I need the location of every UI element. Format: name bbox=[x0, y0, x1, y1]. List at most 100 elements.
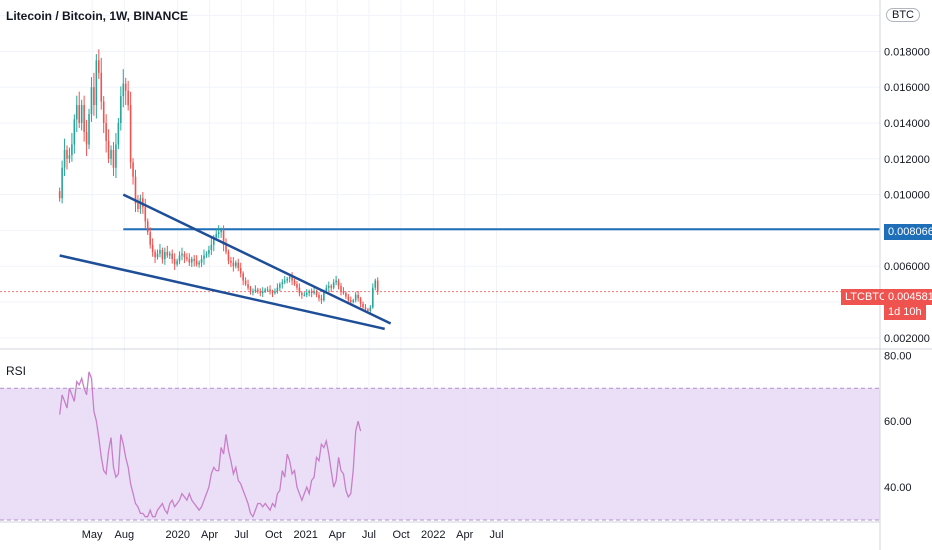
time-tick-label: Jul bbox=[362, 529, 376, 541]
rsi-indicator-label[interactable]: RSI bbox=[6, 364, 27, 378]
candle-body bbox=[352, 300, 355, 303]
candle-body bbox=[217, 232, 220, 234]
candle-body bbox=[120, 96, 122, 123]
candle-body bbox=[283, 280, 286, 283]
candle-body bbox=[178, 255, 181, 261]
price-pane[interactable] bbox=[0, 49, 880, 331]
candle-body bbox=[269, 289, 271, 292]
candle-body bbox=[249, 287, 252, 292]
candle-body bbox=[274, 291, 276, 294]
upper-trendline bbox=[122, 193, 392, 325]
symbol-label-tag: LTCBTC bbox=[841, 289, 891, 305]
candle-body bbox=[222, 230, 225, 245]
rsi-pane[interactable] bbox=[0, 371, 880, 521]
candle-body bbox=[330, 285, 333, 288]
candle-body bbox=[332, 282, 335, 288]
candle-body bbox=[313, 291, 315, 294]
candle-body bbox=[105, 123, 107, 141]
candle-body bbox=[93, 87, 95, 106]
candle-body bbox=[117, 123, 120, 145]
candle-body bbox=[137, 203, 139, 209]
candle-body bbox=[230, 260, 232, 263]
candle-body bbox=[235, 262, 237, 267]
candle-body bbox=[303, 294, 306, 296]
candle-body bbox=[124, 83, 127, 91]
candle-body bbox=[149, 232, 151, 245]
candle-body bbox=[259, 291, 262, 294]
candle-body bbox=[134, 176, 137, 204]
candle-body bbox=[308, 291, 311, 294]
candle-body bbox=[63, 149, 66, 168]
candle-body bbox=[58, 191, 61, 199]
candle-body bbox=[227, 251, 230, 261]
time-tick-label: Oct bbox=[265, 529, 282, 541]
candle-body bbox=[112, 149, 115, 168]
candle-body bbox=[83, 105, 85, 132]
candle-body bbox=[323, 291, 325, 301]
currency-badge[interactable]: BTC bbox=[886, 8, 920, 22]
candle-body bbox=[203, 255, 205, 260]
candle-body bbox=[349, 300, 352, 303]
rsi-tick-label: 80.00 bbox=[884, 350, 912, 362]
candle-body bbox=[88, 114, 90, 145]
candle-body bbox=[188, 259, 191, 263]
candle-body bbox=[279, 284, 281, 288]
candle-body bbox=[215, 234, 218, 238]
candle-body bbox=[354, 294, 357, 301]
candle-body bbox=[127, 90, 129, 106]
candle-body bbox=[122, 83, 125, 97]
candle-body bbox=[159, 250, 161, 254]
time-tick-label: Jul bbox=[490, 529, 504, 541]
candle-body bbox=[305, 293, 308, 295]
candle-body bbox=[115, 144, 117, 168]
candle-body bbox=[374, 280, 377, 288]
candle-body bbox=[151, 244, 154, 252]
candle-body bbox=[102, 101, 105, 123]
candle-body bbox=[298, 287, 301, 294]
candle-body bbox=[286, 278, 288, 281]
candle-body bbox=[190, 259, 193, 263]
rsi-band bbox=[0, 388, 880, 520]
candle-body bbox=[210, 244, 213, 251]
candle-body bbox=[281, 282, 284, 285]
time-tick-label: May bbox=[82, 529, 103, 541]
candle-body bbox=[161, 250, 164, 260]
candle-body bbox=[315, 291, 318, 295]
last-price-tag: 0.004581 bbox=[884, 289, 932, 305]
candle-body bbox=[318, 294, 320, 299]
candle-body bbox=[80, 105, 83, 123]
candle-body bbox=[266, 289, 269, 291]
candle-body bbox=[176, 260, 178, 265]
countdown-tag: 1d 10h bbox=[884, 304, 926, 320]
candle-body bbox=[146, 221, 149, 233]
time-tick-label: 2022 bbox=[421, 529, 445, 541]
candle-body bbox=[85, 131, 88, 145]
candle-body bbox=[78, 105, 81, 123]
time-tick-label: Oct bbox=[393, 529, 410, 541]
candle-body bbox=[367, 309, 369, 311]
candle-body bbox=[288, 276, 291, 279]
candle-body bbox=[327, 285, 330, 288]
candle-body bbox=[296, 284, 298, 288]
price-tick-label: 0.016000 bbox=[884, 82, 930, 94]
candle-body bbox=[90, 87, 93, 115]
candle-body bbox=[340, 285, 342, 292]
chart-title: Litecoin / Bitcoin, 1W, BINANCE bbox=[6, 9, 189, 23]
candle-body bbox=[242, 273, 244, 281]
candle-body bbox=[320, 298, 323, 301]
candle-body bbox=[359, 298, 362, 304]
time-tick-label: Apr bbox=[201, 529, 218, 541]
candle-body bbox=[345, 293, 347, 297]
candle-body bbox=[252, 291, 254, 293]
candle-body bbox=[301, 293, 303, 295]
time-tick-label: Jul bbox=[234, 529, 248, 541]
candle-body bbox=[257, 289, 259, 292]
candle-body bbox=[66, 149, 68, 159]
candle-body bbox=[95, 60, 98, 106]
rsi-tick-label: 60.00 bbox=[884, 416, 912, 428]
candle-body bbox=[107, 140, 110, 159]
candle-body bbox=[232, 262, 235, 267]
candle-body bbox=[212, 237, 215, 245]
